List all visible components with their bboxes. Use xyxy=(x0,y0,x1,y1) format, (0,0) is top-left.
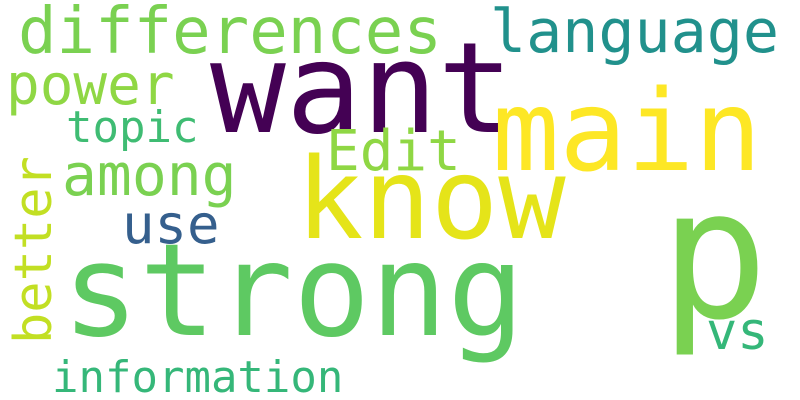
word-information: information xyxy=(52,352,344,400)
word-power: power xyxy=(6,53,175,118)
word-vs: vs xyxy=(706,302,769,362)
word-Edit: Edit xyxy=(326,119,461,184)
word-use: use xyxy=(122,193,220,256)
word-p: p xyxy=(660,151,769,360)
word-main: main xyxy=(492,67,762,197)
word-know: know xyxy=(296,135,566,265)
word-language: language xyxy=(490,0,779,67)
word-want: want xyxy=(210,15,514,162)
word-strong: strong xyxy=(62,217,525,366)
word-differences: differences xyxy=(18,0,442,69)
word-better: better xyxy=(4,156,64,344)
word-among: among xyxy=(62,141,237,209)
word-topic: topic xyxy=(66,102,199,153)
